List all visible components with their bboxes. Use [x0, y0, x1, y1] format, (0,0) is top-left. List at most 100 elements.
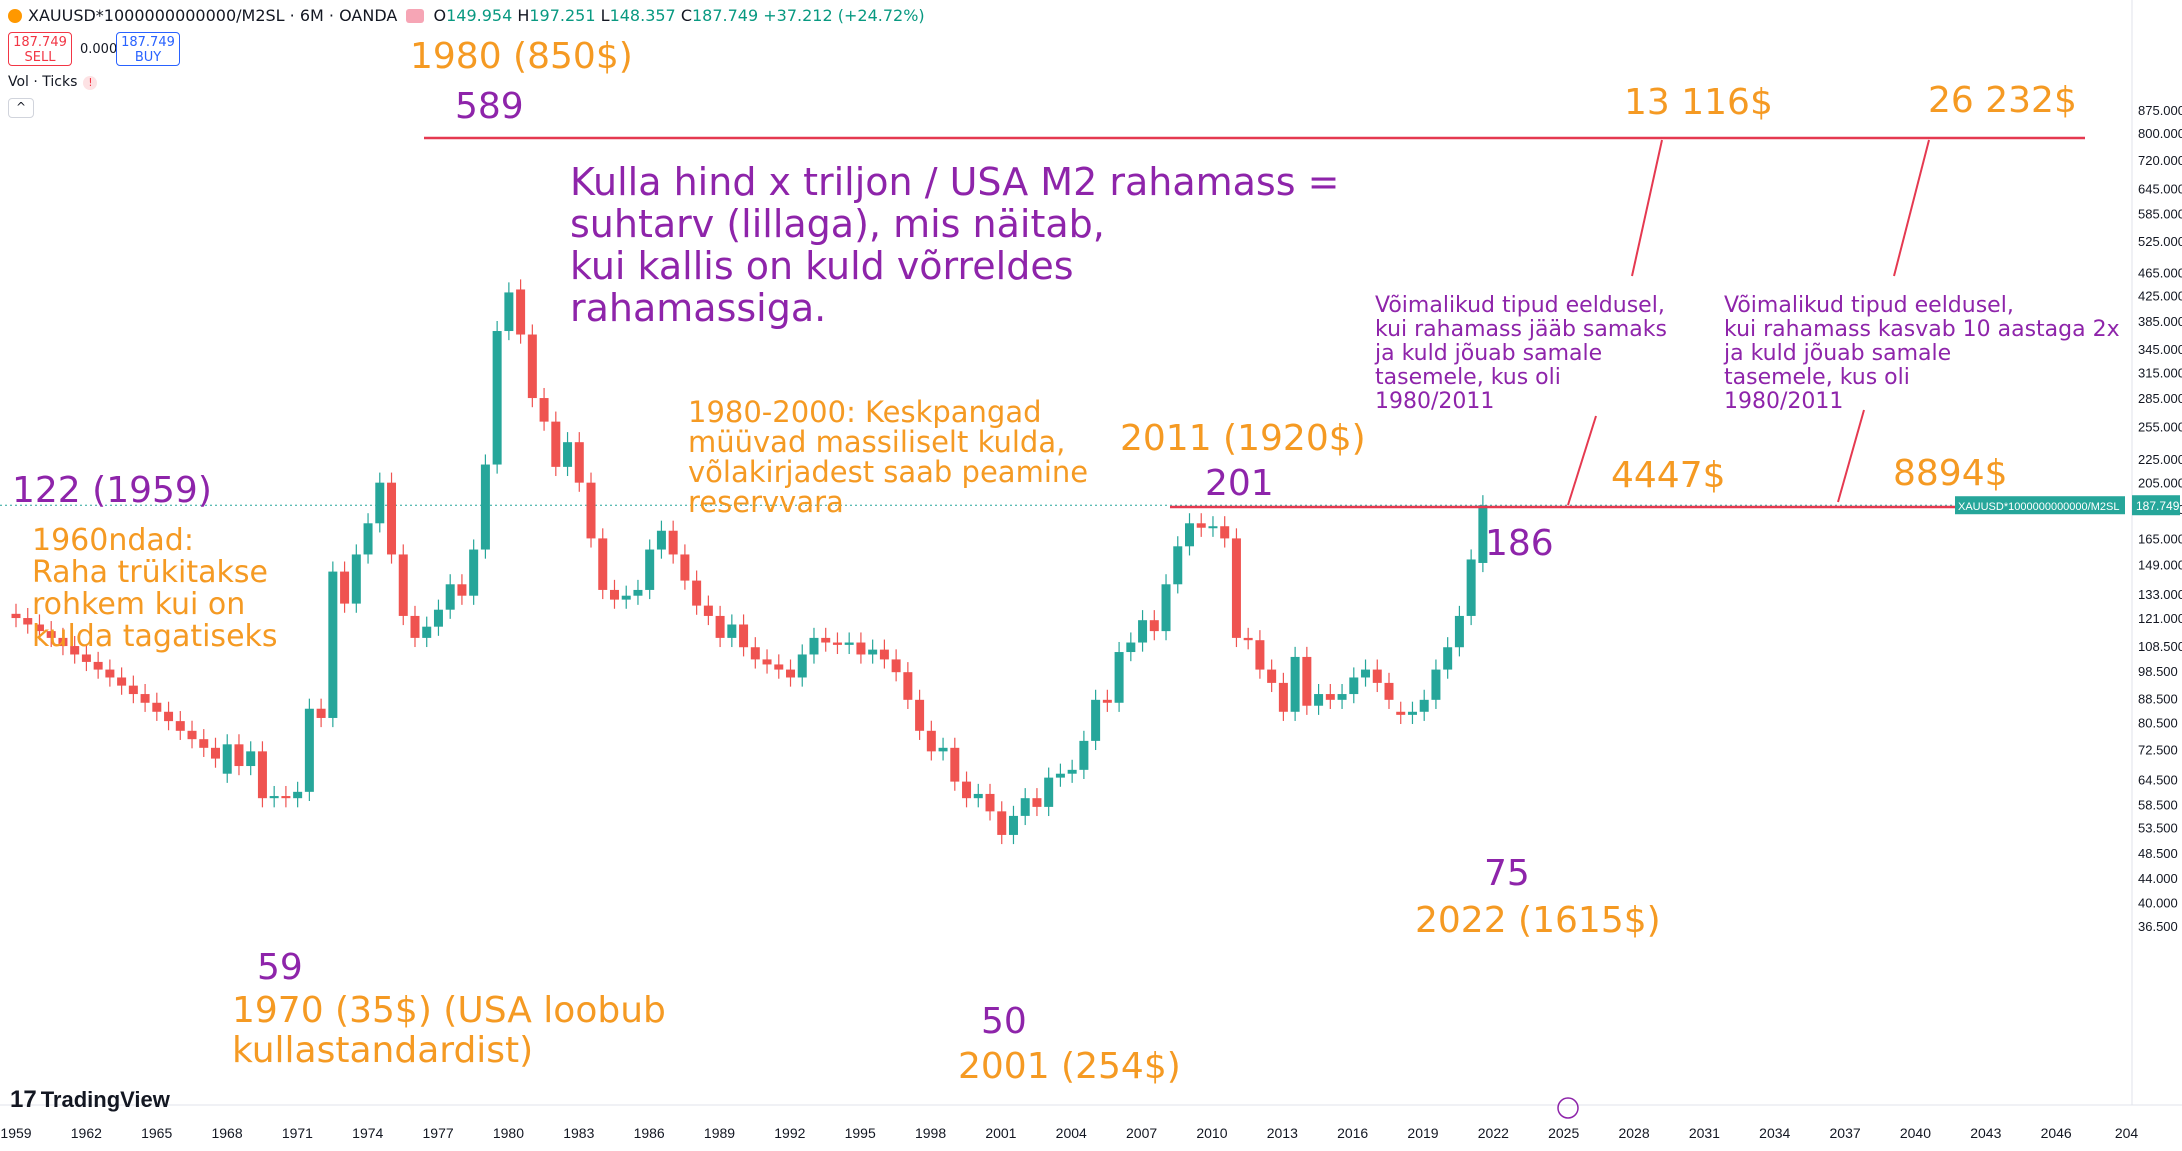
candle-down[interactable]: [586, 482, 596, 539]
candle-down[interactable]: [398, 554, 408, 616]
candle-down[interactable]: [187, 730, 197, 740]
label-2001-value[interactable]: 50: [981, 1001, 1027, 1042]
candle-down[interactable]: [891, 659, 901, 673]
candle-up[interactable]: [1067, 769, 1077, 774]
volume-indicator[interactable]: Vol · Ticks!: [8, 74, 98, 90]
sell-button[interactable]: 187.749 SELL: [8, 32, 72, 66]
candle-down[interactable]: [926, 730, 936, 752]
label-2001-usd[interactable]: 2001 (254$): [958, 1046, 1181, 1087]
candle-down[interactable]: [140, 694, 150, 703]
candle-down[interactable]: [668, 530, 678, 555]
target-label[interactable]: 4447$: [1611, 455, 1726, 496]
candle-down[interactable]: [1220, 526, 1230, 539]
candle-down[interactable]: [598, 538, 608, 590]
candle-down[interactable]: [1396, 711, 1406, 715]
candle-down[interactable]: [105, 669, 115, 678]
candle-down[interactable]: [774, 664, 784, 670]
candle-down[interactable]: [316, 708, 326, 718]
candle-down[interactable]: [692, 580, 702, 606]
candle-down[interactable]: [1243, 637, 1253, 641]
candle-up[interactable]: [1454, 615, 1464, 648]
candle-up[interactable]: [1138, 620, 1148, 643]
candle-down[interactable]: [950, 747, 960, 782]
candle-up[interactable]: [328, 571, 338, 718]
collapse-button[interactable]: ^: [8, 98, 34, 118]
candle-up[interactable]: [1055, 773, 1065, 778]
candle-up[interactable]: [1008, 815, 1018, 835]
candle-down[interactable]: [879, 649, 889, 660]
candle-up[interactable]: [363, 523, 373, 555]
symbol-title[interactable]: XAUUSD*1000000000000/M2SL · 6M · OANDA: [28, 6, 398, 25]
target-label[interactable]: 26 232$: [1928, 80, 2077, 121]
candle-down[interactable]: [1231, 538, 1241, 638]
candle-down[interactable]: [516, 289, 526, 335]
warning-icon[interactable]: !: [83, 76, 98, 90]
candle-down[interactable]: [1102, 699, 1112, 703]
candle-down[interactable]: [762, 659, 772, 665]
flag-icon[interactable]: [406, 9, 425, 23]
candle-down[interactable]: [962, 781, 972, 799]
candle-up[interactable]: [351, 554, 361, 604]
candle-down[interactable]: [234, 744, 244, 767]
candle-down[interactable]: [1255, 640, 1265, 670]
candle-up[interactable]: [1290, 656, 1300, 712]
candle-up[interactable]: [809, 637, 819, 655]
candle-up[interactable]: [304, 708, 314, 792]
label-2011-value[interactable]: 201: [1205, 463, 1274, 504]
target-label[interactable]: 13 116$: [1624, 82, 1773, 123]
target-label[interactable]: 8894$: [1893, 453, 2008, 494]
candle-down[interactable]: [527, 334, 537, 399]
candle-down[interactable]: [175, 721, 185, 731]
candle-down[interactable]: [739, 624, 749, 648]
candle-down[interactable]: [117, 677, 127, 686]
price-axis[interactable]: 875.000 800.000 720.000 645.000 585.000 525.0…: [2138, 103, 2182, 934]
candle-up[interactable]: [492, 331, 502, 465]
candle-down[interactable]: [257, 751, 267, 799]
candle-up[interactable]: [1208, 526, 1218, 529]
candle-down[interactable]: [703, 605, 713, 616]
candle-down[interactable]: [821, 637, 831, 643]
candle-down[interactable]: [1278, 682, 1288, 712]
candle-down[interactable]: [715, 615, 725, 638]
candle-down[interactable]: [210, 747, 220, 759]
candle-down[interactable]: [1325, 694, 1335, 700]
candle-up[interactable]: [375, 482, 385, 524]
candle-up[interactable]: [1443, 647, 1453, 670]
candles[interactable]: [11, 279, 1488, 845]
label-1970-value[interactable]: 59: [257, 947, 303, 988]
candle-down[interactable]: [903, 672, 913, 700]
label-1980-usd[interactable]: 1980 (850$): [410, 36, 633, 77]
candle-down[interactable]: [457, 584, 467, 596]
candle-up[interactable]: [433, 609, 443, 627]
candle-up[interactable]: [645, 549, 655, 590]
price-tag-value[interactable]: [2132, 495, 2180, 516]
note-same-money-supply[interactable]: Võimalikud tipud eeldusel, kui rahamass j…: [1374, 293, 1667, 414]
candle-up[interactable]: [868, 649, 878, 655]
candle-up[interactable]: [1466, 559, 1476, 616]
candle-up[interactable]: [1337, 694, 1347, 700]
candle-up[interactable]: [445, 584, 455, 610]
candle-down[interactable]: [23, 618, 33, 625]
candle-up[interactable]: [938, 747, 948, 752]
candle-up[interactable]: [1419, 699, 1429, 712]
label-2011-usd[interactable]: 2011 (1920$): [1120, 418, 1366, 459]
label-2022-usd[interactable]: 2022 (1615$): [1415, 900, 1661, 941]
candle-down[interactable]: [81, 654, 91, 662]
candle-up[interactable]: [1185, 523, 1194, 547]
candle-down[interactable]: [1267, 669, 1277, 683]
candle-down[interactable]: [539, 398, 549, 422]
candle-up[interactable]: [1314, 694, 1324, 706]
label-current-value[interactable]: 186: [1485, 523, 1554, 564]
candle-down[interactable]: [164, 711, 174, 722]
note-double-money-supply[interactable]: Võimalikud tipud eeldusel, kui rahamass k…: [1723, 293, 2120, 414]
candle-up[interactable]: [1126, 642, 1136, 653]
candle-down[interactable]: [199, 739, 209, 748]
candle-up[interactable]: [633, 589, 643, 596]
label-2022-value[interactable]: 75: [1484, 853, 1530, 894]
candle-down[interactable]: [58, 637, 68, 647]
candle-up[interactable]: [1091, 699, 1101, 741]
candle-up[interactable]: [469, 549, 479, 596]
candle-up[interactable]: [480, 464, 490, 550]
candle-down[interactable]: [680, 554, 690, 581]
